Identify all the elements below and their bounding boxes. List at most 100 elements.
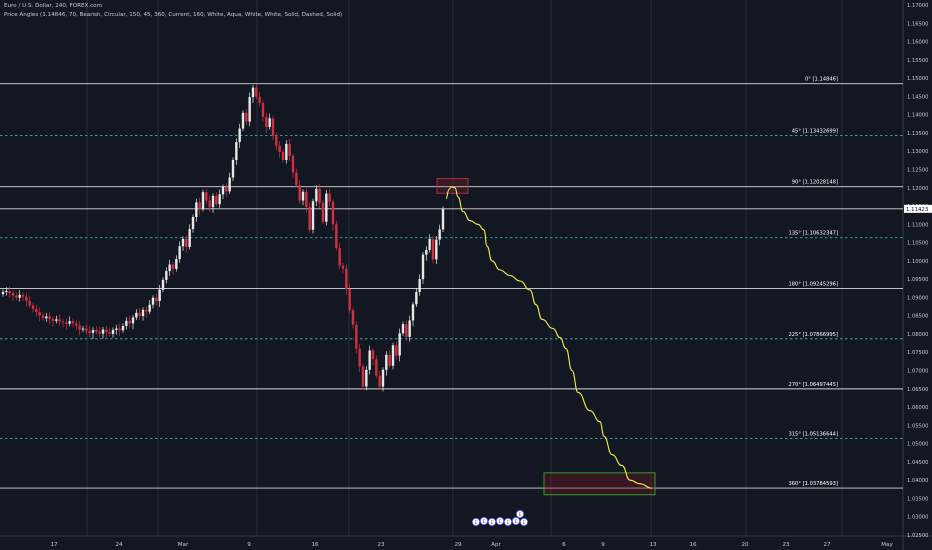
price-tick-label: 1.06000: [907, 405, 928, 411]
candle-body: [398, 333, 401, 356]
price-tick-label: 1.13000: [907, 149, 928, 155]
candle-body: [118, 328, 121, 331]
candle-body: [48, 316, 51, 319]
event-marker-label: E: [515, 519, 518, 525]
event-marker-icon[interactable]: [479, 517, 488, 526]
symbol-legend[interactable]: Euro / U.S. Dollar, 240, FOREX.com: [4, 3, 103, 9]
candle-body: [308, 207, 311, 230]
event-marker-label: E: [499, 519, 502, 525]
time-axis-label: 9: [601, 542, 605, 548]
candle-body: [115, 328, 118, 330]
time-axis-label: 20: [741, 542, 749, 548]
candle-body: [105, 329, 108, 333]
time-axis-label: 24: [115, 542, 123, 548]
event-marker-icon[interactable]: [512, 517, 521, 526]
event-marker-icon[interactable]: [520, 518, 529, 527]
price-tick-label: 1.08500: [907, 314, 928, 320]
candle-body: [55, 319, 58, 321]
event-marker-icon[interactable]: [503, 518, 512, 527]
time-axis-label: 16: [689, 542, 697, 548]
candle-body: [88, 331, 91, 333]
candle-body: [168, 264, 171, 272]
candle-body: [391, 345, 395, 366]
price-tick-label: 1.15500: [907, 58, 928, 64]
angle-level-label-6: 270° [1.06497445]: [788, 382, 838, 388]
event-marker-label: E: [475, 520, 478, 526]
price-tick-label: 1.12000: [907, 186, 928, 192]
projected-price-path: [445, 186, 653, 489]
candle-body: [235, 142, 238, 160]
candle-body: [131, 317, 135, 324]
candle-body: [345, 268, 348, 290]
candle-body: [155, 297, 158, 302]
candle-body: [65, 322, 68, 324]
candle-body: [78, 325, 81, 330]
candle-body: [181, 238, 185, 247]
angle-level-label-1: 45° [1.13432699]: [792, 128, 838, 134]
event-marker-label: E: [483, 519, 486, 525]
candle-body: [428, 238, 431, 250]
candle-body: [248, 97, 251, 122]
event-marker-icon[interactable]: [487, 518, 496, 527]
time-axis-label: 17: [50, 542, 58, 548]
candle-body: [128, 320, 131, 324]
candle-body: [121, 325, 125, 331]
candle-body: [11, 293, 15, 296]
event-marker-label: E: [519, 512, 522, 518]
candle-body: [81, 328, 85, 330]
candle-body: [21, 294, 25, 297]
candle-body: [368, 350, 371, 370]
candle-body: [388, 354, 391, 366]
candle-body: [38, 312, 41, 316]
candle-body: [421, 254, 425, 280]
candle-body: [211, 195, 215, 208]
candle-body: [41, 315, 45, 319]
indicator-legend[interactable]: Price Angles (1.14846, 70, Bearish, Circ…: [4, 12, 343, 18]
event-marker-label: E: [523, 520, 526, 526]
time-axis-label: 23: [782, 542, 790, 548]
candle-body: [271, 118, 275, 137]
candle-body: [95, 329, 98, 332]
candle-body: [85, 328, 88, 332]
time-axis-label: 13: [649, 542, 657, 548]
price-tick-label: 1.17000: [907, 3, 928, 9]
angle-level-label-2: 90° [1.12028148]: [792, 180, 838, 186]
candle-body: [228, 177, 231, 192]
angle-level-label-5: 225° [1.07866995]: [788, 332, 838, 338]
candle-body: [418, 279, 421, 292]
price-tick-label: 1.08000: [907, 332, 928, 338]
candle-body: [258, 96, 261, 103]
candle-body: [25, 296, 28, 301]
candle-body: [435, 239, 438, 260]
candle-body: [18, 294, 21, 298]
candle-body: [251, 87, 255, 98]
candle-body: [198, 202, 201, 209]
candle-body: [318, 188, 321, 203]
event-marker-icon[interactable]: [516, 509, 525, 518]
price-tick-label: 1.09500: [907, 277, 928, 283]
candle-body: [98, 331, 101, 334]
current-price-label: 1.11423: [906, 207, 928, 213]
price-tick-label: 1.15000: [907, 76, 928, 82]
candle-body: [415, 291, 418, 305]
candle-body: [221, 187, 225, 195]
candle-body: [58, 319, 61, 322]
price-tick-label: 1.12500: [907, 167, 928, 173]
event-marker-icon[interactable]: [471, 518, 480, 527]
event-marker-label: E: [491, 520, 494, 526]
candle-body: [111, 329, 115, 334]
price-tick-label: 1.14000: [907, 113, 928, 119]
candle-body: [341, 265, 345, 269]
candle-body: [205, 192, 208, 201]
time-axis-label: 29: [454, 542, 462, 548]
candle-body: [108, 332, 111, 334]
candle-body: [135, 312, 138, 318]
candle-body: [148, 304, 151, 312]
candle-body: [201, 192, 205, 209]
event-marker-icon[interactable]: [495, 517, 504, 526]
candle-body: [438, 229, 441, 240]
candle-body: [355, 324, 358, 349]
candle-body: [408, 320, 411, 337]
